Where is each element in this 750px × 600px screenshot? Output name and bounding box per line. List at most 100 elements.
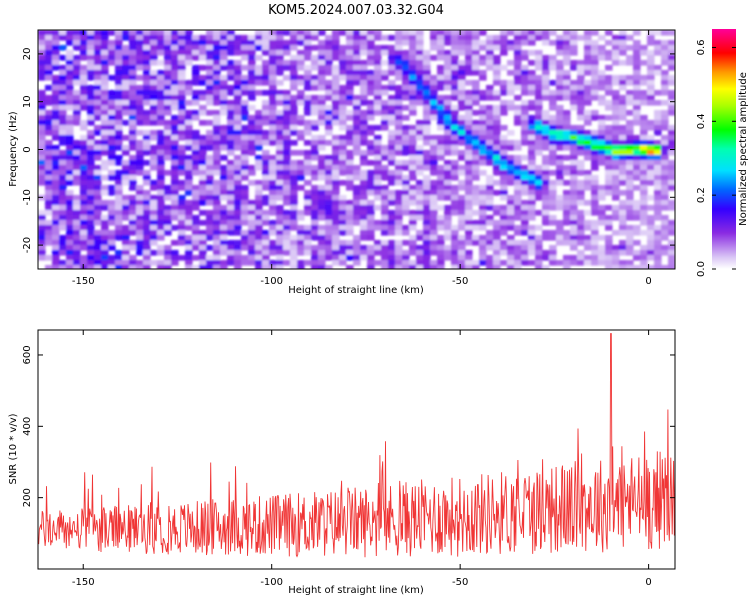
heatmap-cell [570, 30, 578, 36]
heatmap-cell [136, 45, 144, 51]
heatmap-cell [521, 170, 529, 176]
heatmap-cell [374, 110, 382, 116]
heatmap-cell [542, 220, 550, 226]
heatmap-cell [570, 235, 578, 241]
heatmap-cell [59, 45, 67, 51]
heatmap-cell [416, 215, 424, 221]
heatmap-cell [430, 205, 438, 211]
snr-x-label: Height of straight line (km) [288, 585, 424, 596]
heatmap-cell [339, 55, 347, 61]
heatmap-cell [430, 160, 438, 166]
heatmap-cell [619, 165, 627, 171]
heatmap-cell [395, 95, 403, 101]
heatmap-cell [451, 105, 459, 111]
heatmap-cell [605, 115, 613, 121]
heatmap-cell [164, 40, 172, 46]
heatmap-cell [325, 105, 333, 111]
heatmap-cell [367, 185, 375, 191]
heatmap-cell [171, 240, 179, 246]
heatmap-cell [45, 130, 53, 136]
heatmap-cell [59, 195, 67, 201]
heatmap-cell [129, 220, 137, 226]
heatmap-cell [437, 170, 445, 176]
heatmap-cell [143, 130, 151, 136]
heatmap-cell [549, 65, 557, 71]
heatmap-cell [157, 50, 165, 56]
heatmap-cell [654, 125, 662, 131]
heatmap-cell [248, 105, 256, 111]
heatmap-cell [73, 120, 81, 126]
heatmap-cell [374, 60, 382, 66]
heatmap-cell [318, 115, 326, 121]
heatmap-cell [367, 30, 375, 36]
heatmap-cell [276, 175, 284, 181]
heatmap-cell [241, 125, 249, 131]
heatmap-cell [45, 30, 53, 36]
heatmap-cell [87, 95, 95, 101]
heatmap-cell [430, 135, 438, 141]
heatmap-cell [668, 240, 675, 246]
heatmap-cell [451, 225, 459, 231]
heatmap-cell [136, 120, 144, 126]
heatmap-cell [528, 105, 536, 111]
heatmap-cell [94, 155, 102, 161]
heatmap-cell [381, 50, 389, 56]
heatmap-cell [269, 90, 277, 96]
heatmap-cell [430, 230, 438, 236]
heatmap-cell [612, 100, 620, 106]
heatmap-cell [269, 95, 277, 101]
heatmap-cell [402, 105, 410, 111]
heatmap-cell [157, 180, 165, 186]
heatmap-cell [325, 80, 333, 86]
heatmap-cell [143, 30, 151, 36]
heatmap-cell [444, 170, 452, 176]
heatmap-cell [101, 245, 109, 251]
heatmap-cell [472, 85, 480, 91]
heatmap-cell [367, 100, 375, 106]
heatmap-cell [640, 155, 648, 161]
heatmap-cell [136, 260, 144, 266]
heatmap-cell [451, 60, 459, 66]
heatmap-cell [66, 135, 74, 141]
heatmap-cell [276, 60, 284, 66]
heatmap-cell [542, 70, 550, 76]
heatmap-cell [451, 90, 459, 96]
heatmap-cell [325, 85, 333, 91]
heatmap-cell [556, 160, 564, 166]
heatmap-cell [122, 95, 130, 101]
heatmap-cell [143, 85, 151, 91]
y-tick-label: 10 [22, 95, 33, 108]
heatmap-cell [206, 75, 214, 81]
heatmap-cell [318, 110, 326, 116]
heatmap-cell [591, 80, 599, 86]
heatmap-cell [108, 130, 116, 136]
heatmap-cell [101, 145, 109, 151]
heatmap-cell [108, 90, 116, 96]
heatmap-cell [227, 225, 235, 231]
heatmap-cell [346, 130, 354, 136]
heatmap-cell [360, 65, 368, 71]
heatmap-cell [528, 210, 536, 216]
heatmap-cell [577, 160, 585, 166]
heatmap-cell [577, 60, 585, 66]
heatmap-cell [101, 45, 109, 51]
heatmap-cell [157, 155, 165, 161]
heatmap-cell [248, 60, 256, 66]
heatmap-cell [318, 80, 326, 86]
heatmap-cell [647, 145, 655, 151]
heatmap-cell [255, 235, 263, 241]
heatmap-cell [339, 180, 347, 186]
heatmap-cell [661, 195, 669, 201]
heatmap-cell [423, 115, 431, 121]
heatmap-cell [45, 170, 53, 176]
heatmap-cell [255, 195, 263, 201]
heatmap-cell [619, 30, 627, 36]
heatmap-cell [479, 140, 487, 146]
heatmap-cell [381, 45, 389, 51]
heatmap-cell [178, 205, 186, 211]
heatmap-cell [101, 165, 109, 171]
heatmap-cell [661, 205, 669, 211]
heatmap-cell [66, 260, 74, 266]
heatmap-cell [409, 195, 417, 201]
